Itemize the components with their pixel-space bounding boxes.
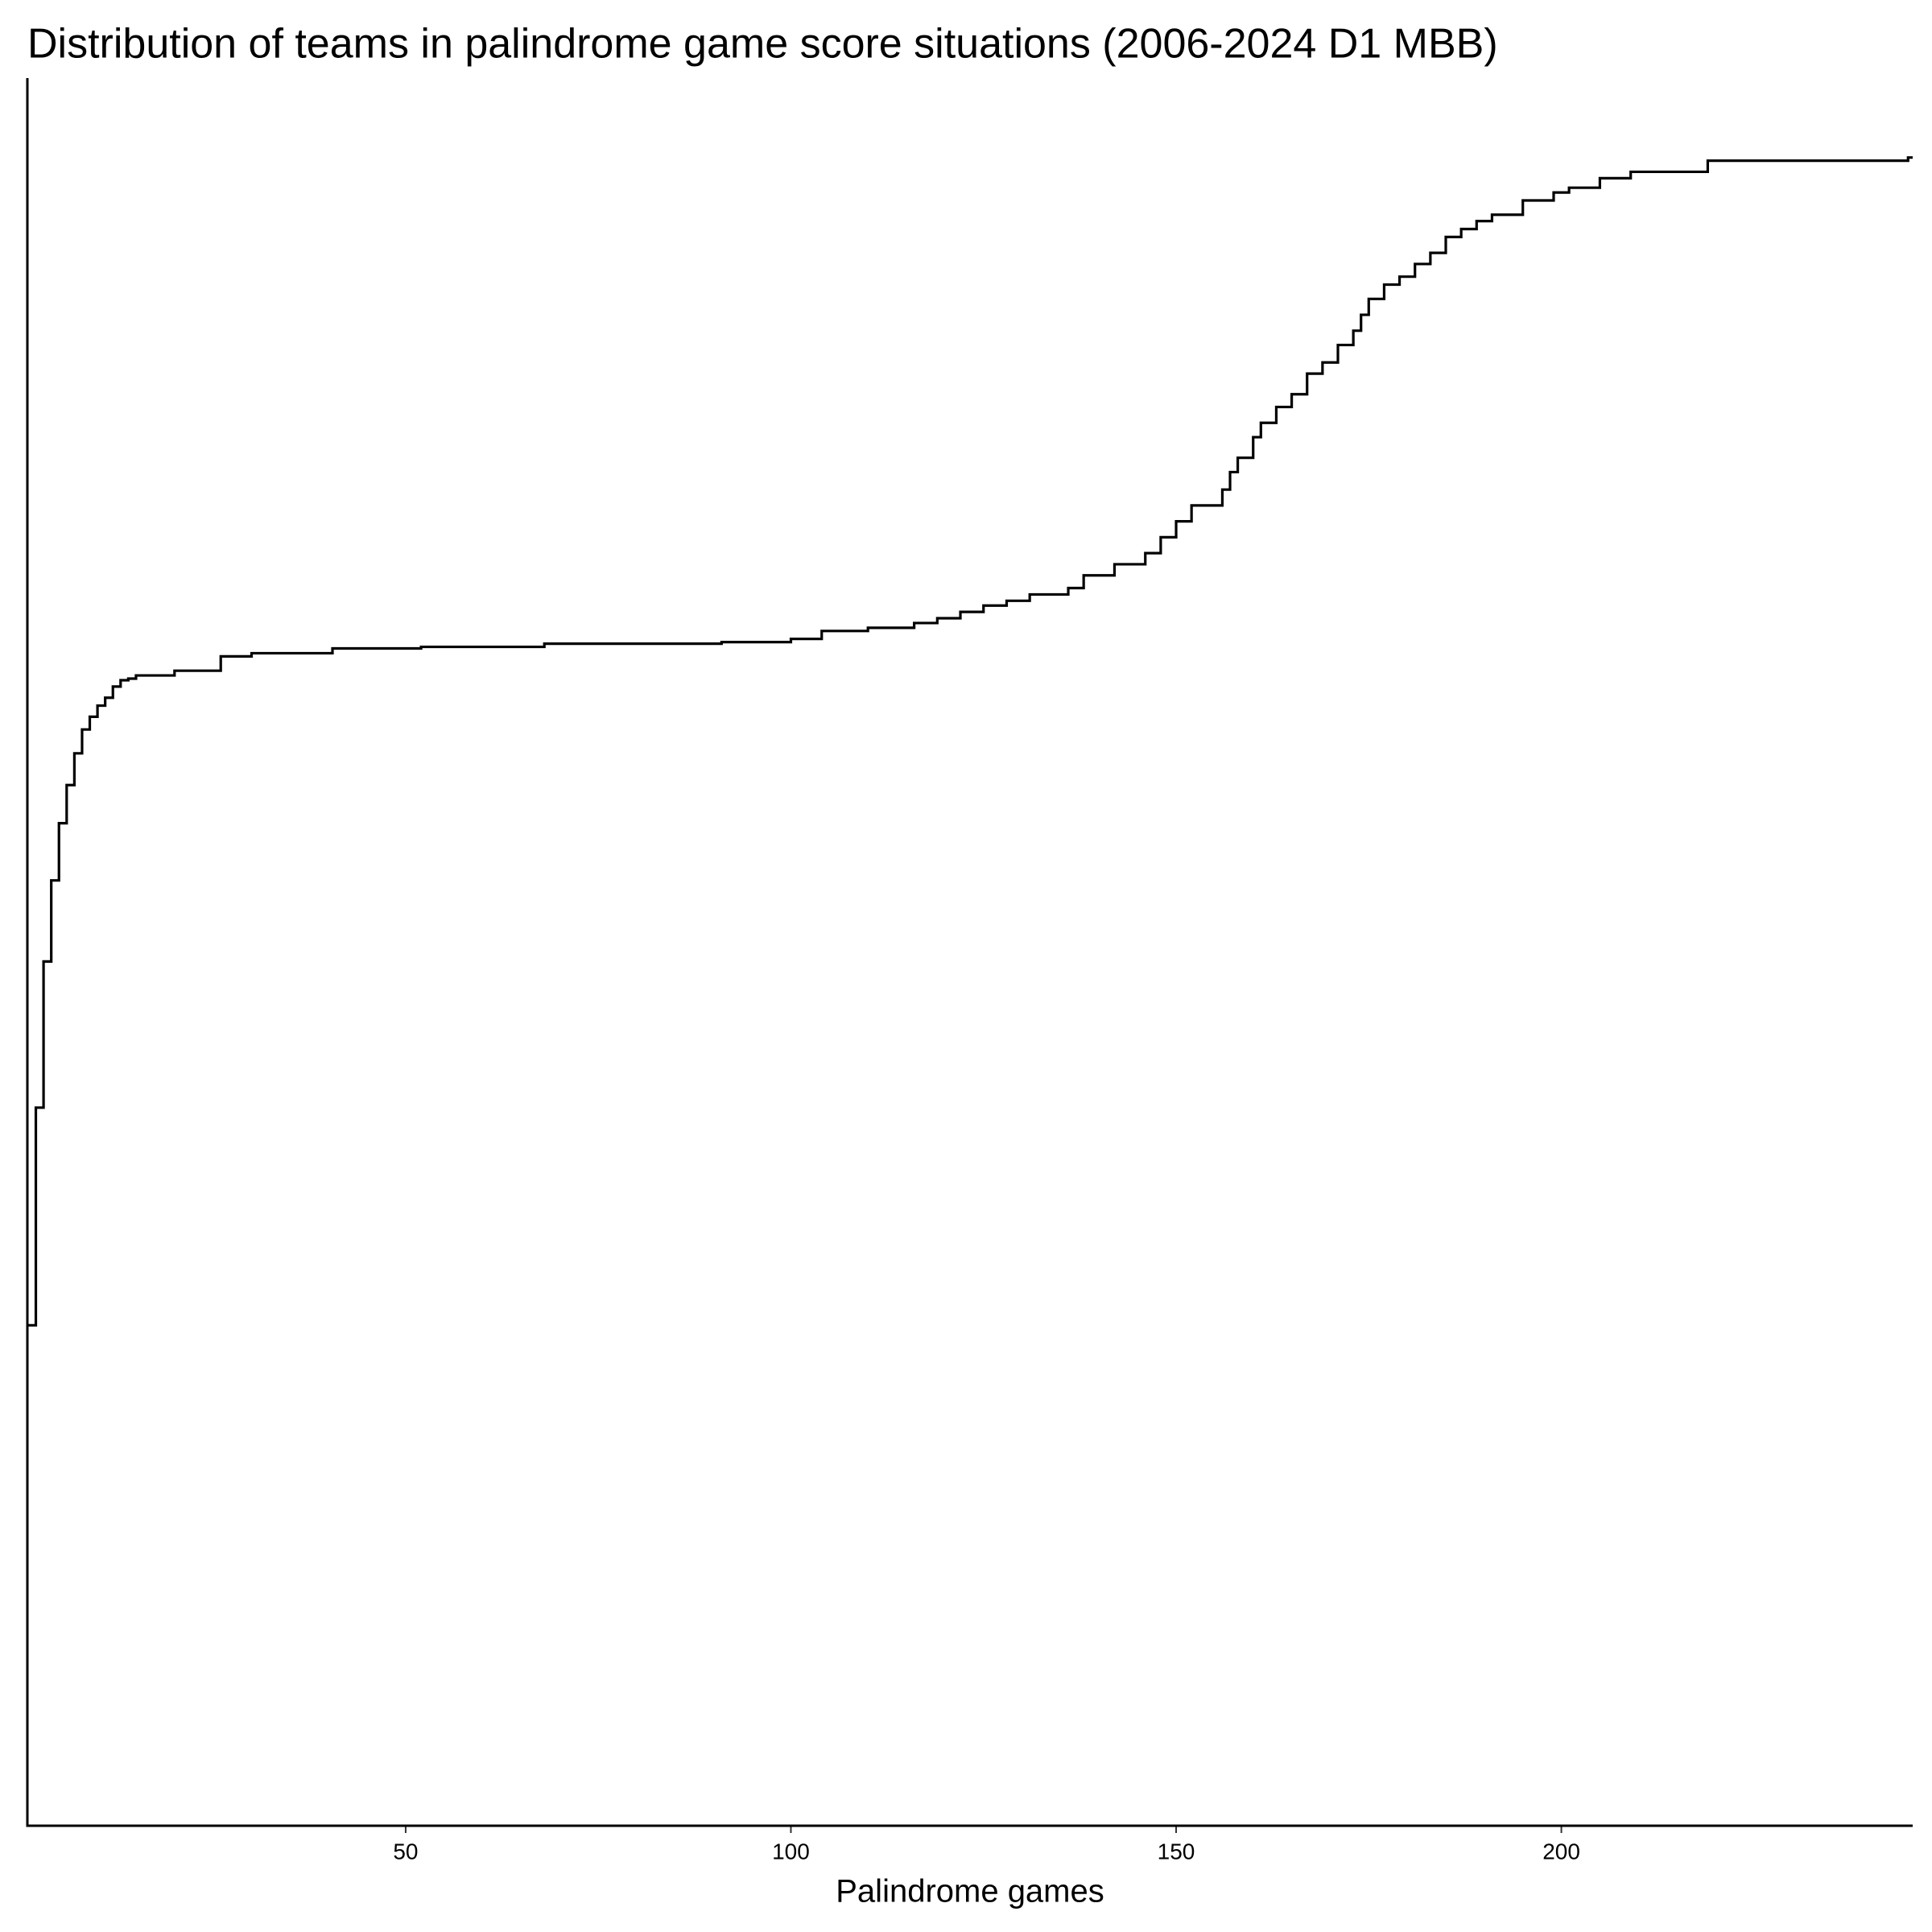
x-tick-label: 200 xyxy=(1542,1839,1580,1864)
ecdf-line xyxy=(27,156,1913,1327)
chart-title: Distribution of teams in palindrome game… xyxy=(27,21,1498,68)
x-tick-label: 100 xyxy=(772,1839,810,1864)
x-tick-label: 150 xyxy=(1158,1839,1195,1864)
x-axis-title: Palindrome games xyxy=(836,1874,1104,1909)
x-tick-label: 50 xyxy=(393,1839,418,1864)
